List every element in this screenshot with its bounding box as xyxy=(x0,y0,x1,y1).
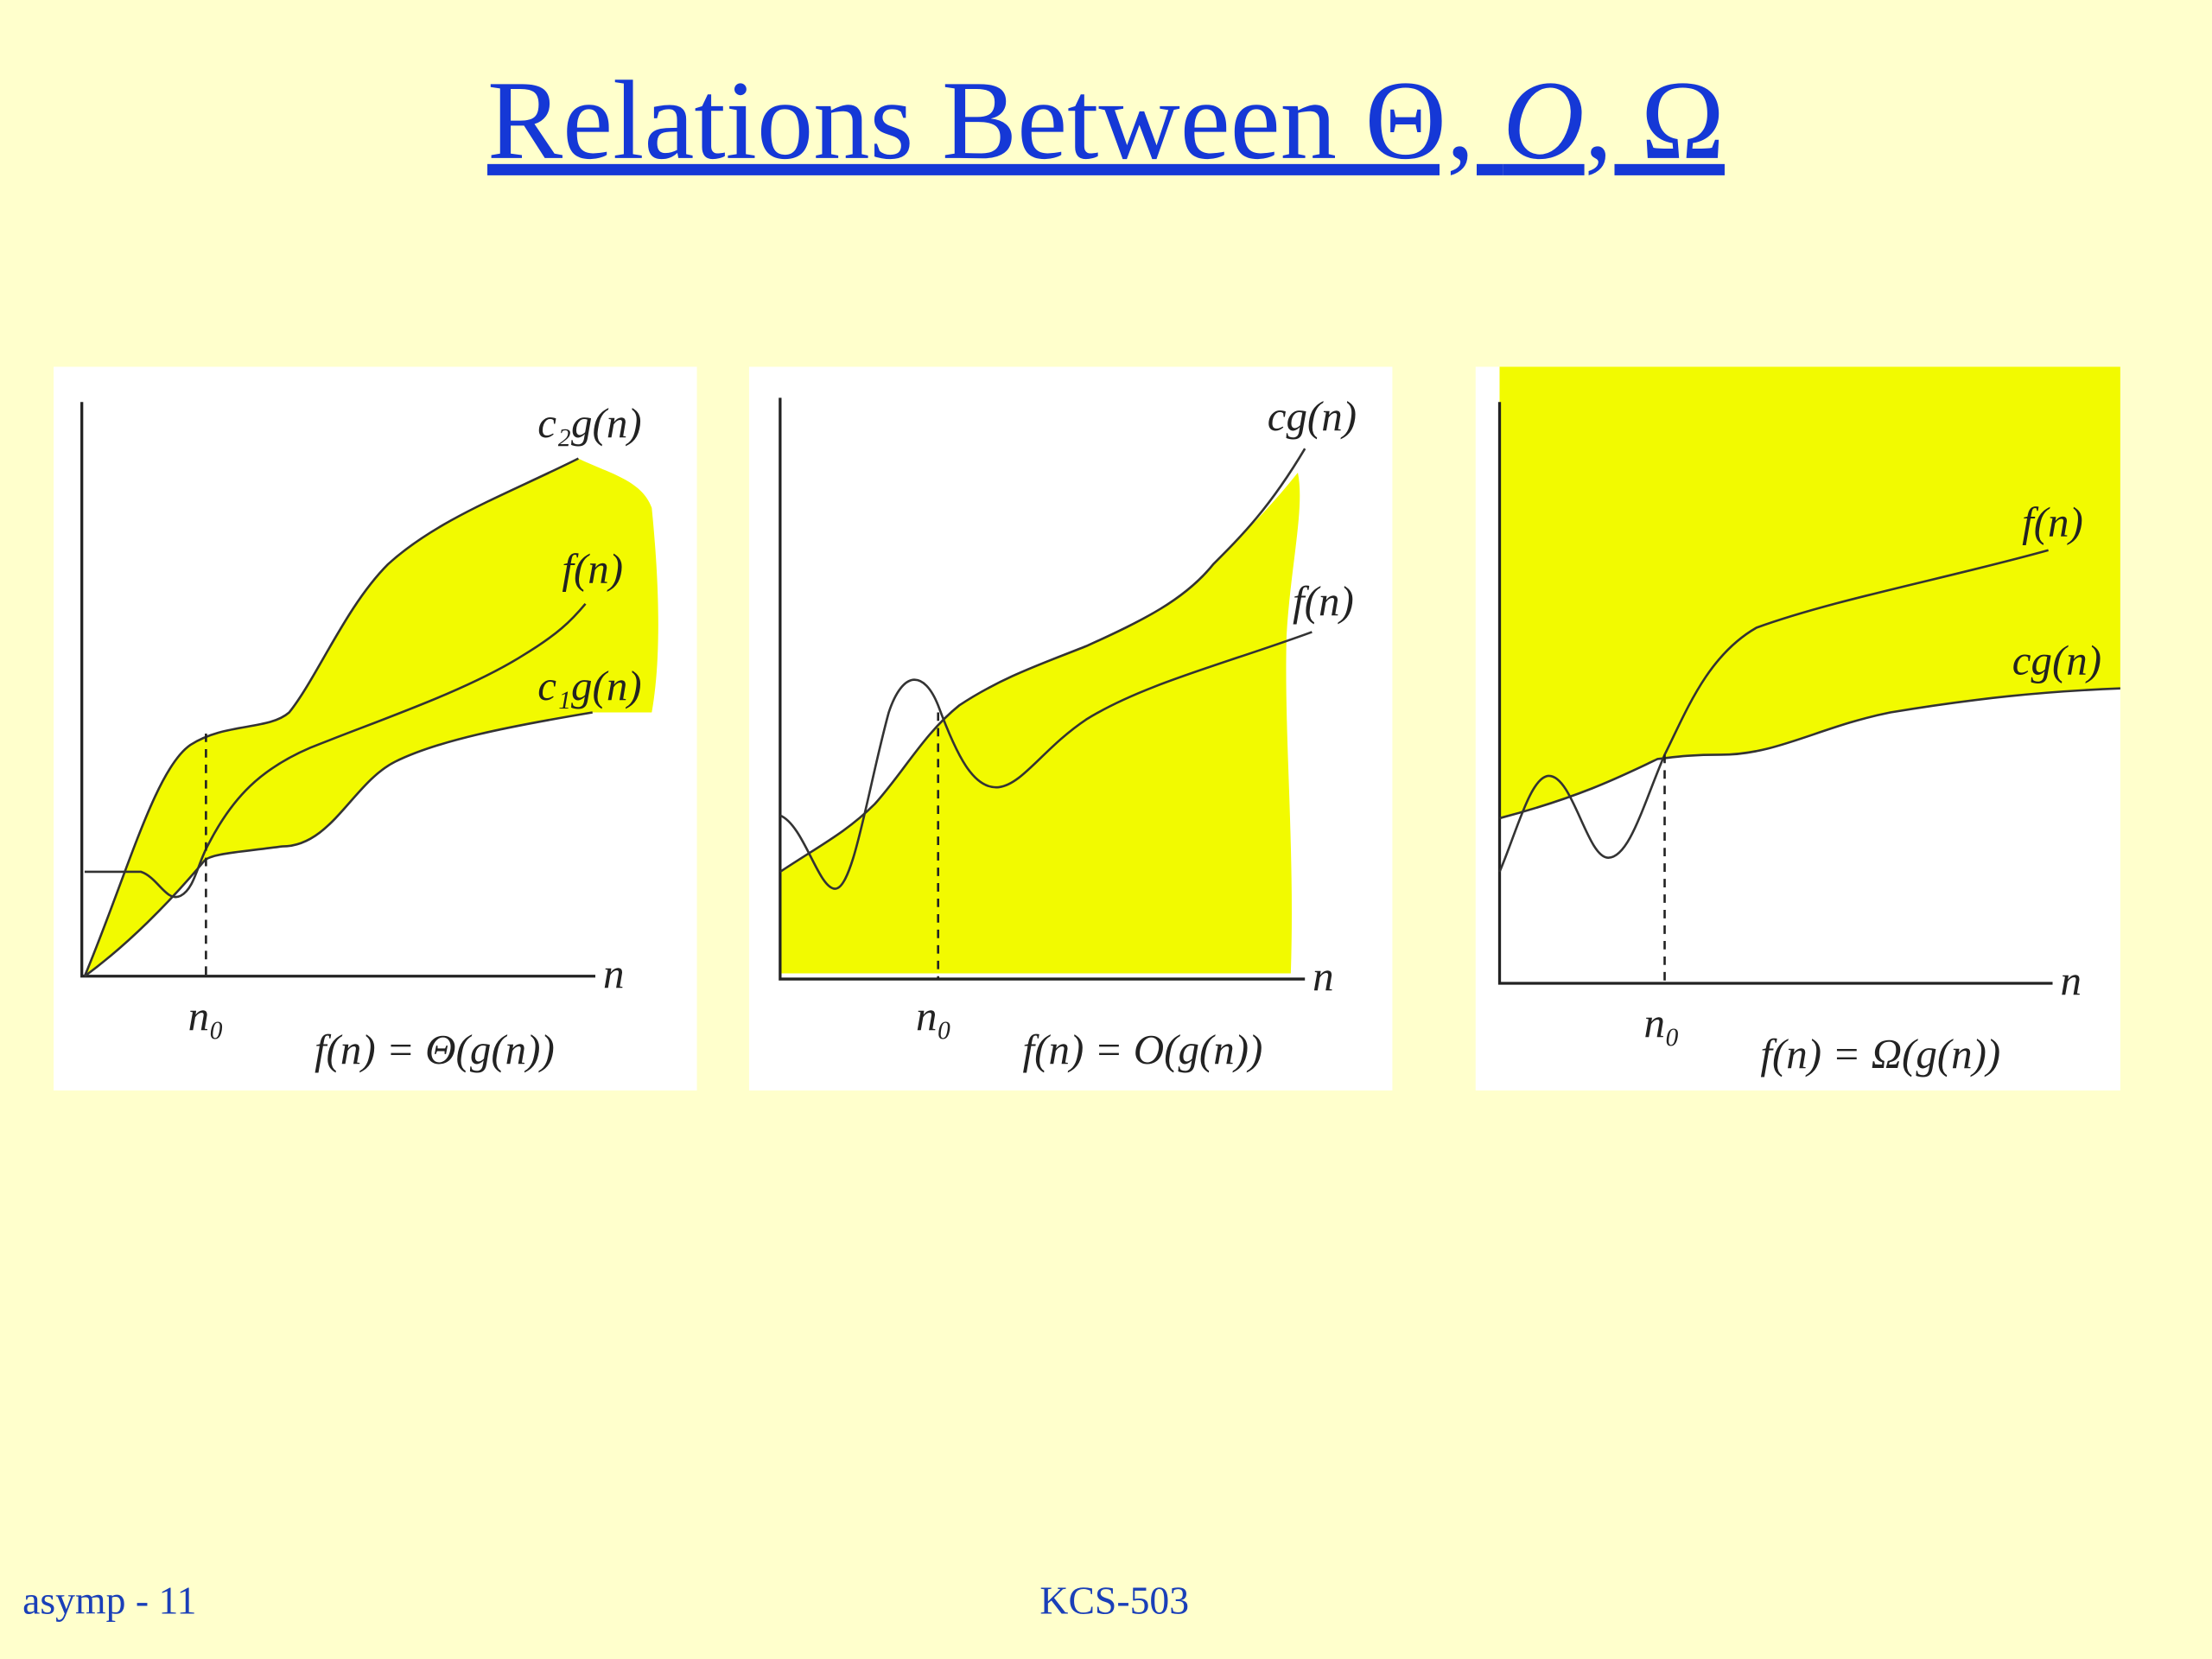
panel-omega: f(n) cg(n) n n₀ f(n) = Ω(g(n)) xyxy=(1475,366,2120,1091)
n0-label: n₀ xyxy=(188,992,225,1039)
lower-bound-curve xyxy=(1499,687,2120,820)
curve-label: f(n) xyxy=(2022,498,2083,545)
curve-label: f(n) xyxy=(562,544,623,592)
axes xyxy=(80,402,595,978)
formula: f(n) = Θ(g(n)) xyxy=(315,1026,555,1073)
x-axis-label: n xyxy=(2060,957,2081,1004)
omega-region xyxy=(1490,366,2120,818)
f-curve xyxy=(779,631,1313,890)
upper-bound-curve xyxy=(83,457,579,977)
f-curve xyxy=(84,602,587,899)
x-axis-label: n xyxy=(1313,952,1333,1000)
o-region xyxy=(779,472,1300,974)
title-tail: , Ω xyxy=(1585,59,1725,183)
title-italic: O xyxy=(1503,59,1584,183)
curve-label: cg(n) xyxy=(2012,636,2101,683)
curve-label: cg(n) xyxy=(1268,392,1357,440)
footer-left: asymp - 11 xyxy=(22,1579,196,1623)
upper-bound-curve xyxy=(779,448,1306,874)
panel-theta: c₂g(n) f(n) c₁g(n) n n₀ f(n) = Θ(g(n)) xyxy=(54,366,697,1091)
footer-center: KCS-503 xyxy=(1039,1579,1189,1623)
n0-label: n₀ xyxy=(916,992,952,1039)
theta-band xyxy=(84,458,658,976)
curve-label: c₂g(n) xyxy=(537,399,641,447)
axes xyxy=(779,397,1306,981)
axes xyxy=(1497,402,2053,985)
panel-o: cg(n) f(n) n n₀ f(n) = O(g(n)) xyxy=(748,366,1393,1091)
formula: f(n) = O(g(n)) xyxy=(1023,1026,1263,1073)
title-lead: Relations Between Θ, xyxy=(487,59,1503,183)
n0-label: n₀ xyxy=(1644,999,1681,1046)
x-axis-label: n xyxy=(603,950,624,997)
curve-label: f(n) xyxy=(1293,577,1354,625)
slide-title: Relations Between Θ, O, Ω xyxy=(487,59,1725,183)
curve-label: c₁g(n) xyxy=(537,662,641,709)
formula: f(n) = Ω(g(n)) xyxy=(1760,1030,2000,1077)
lower-bound-curve xyxy=(84,711,593,977)
f-curve xyxy=(1498,549,2049,873)
